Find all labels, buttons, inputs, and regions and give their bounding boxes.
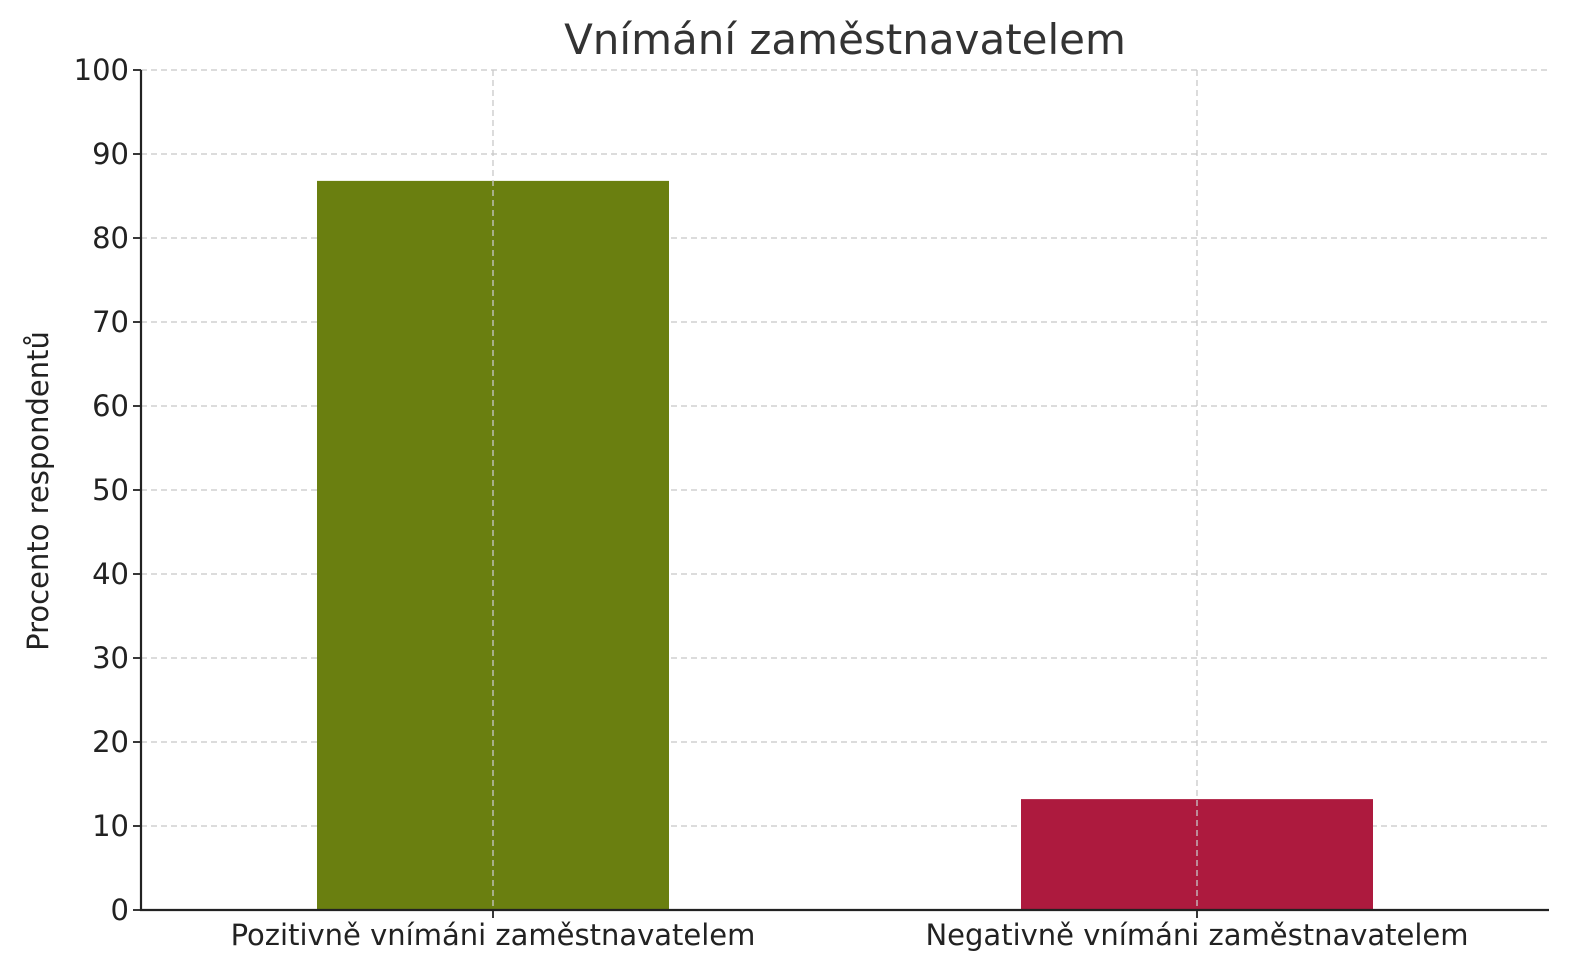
y-axis-title: Procento respondentů bbox=[21, 331, 55, 651]
y-tick-label-6: 60 bbox=[92, 389, 129, 423]
y-tick-label-7: 70 bbox=[92, 305, 129, 339]
chart-title: Vnímání zaměstnavatelem bbox=[564, 15, 1126, 64]
y-tick-label-10: 100 bbox=[74, 53, 129, 87]
y-tick-label-3: 30 bbox=[92, 641, 129, 675]
y-tick-label-5: 50 bbox=[92, 473, 129, 507]
axes: 0 10 20 30 40 50 60 70 80 90 100 Pozitivně vnímáni … bbox=[74, 53, 1549, 952]
y-tick-label-0: 0 bbox=[111, 893, 129, 927]
bars bbox=[317, 70, 1373, 910]
y-tick-label-2: 20 bbox=[92, 725, 129, 759]
y-tick-label-8: 80 bbox=[92, 221, 129, 255]
y-tick-label-4: 40 bbox=[92, 557, 129, 591]
x-tick-label-2: Negativně vnímáni zaměstnavatelem bbox=[925, 918, 1468, 952]
y-tick-label-1: 10 bbox=[92, 809, 129, 843]
y-tick-label-9: 90 bbox=[92, 137, 129, 171]
x-tick-label-1: Pozitivně vnímáni zaměstnavatelem bbox=[231, 918, 756, 952]
